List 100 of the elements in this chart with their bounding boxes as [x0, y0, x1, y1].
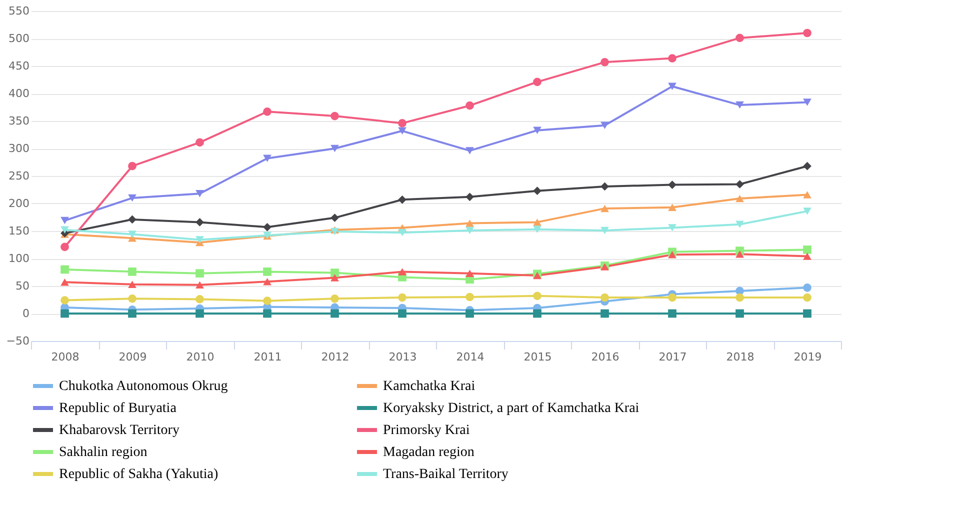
point — [60, 296, 69, 304]
point — [668, 251, 676, 258]
x-tick-label: 2016 — [591, 350, 620, 364]
legend-label: Magadan region — [383, 445, 474, 460]
point — [196, 236, 204, 244]
y-tick-label: 200 — [8, 197, 30, 210]
point — [668, 224, 676, 232]
point — [736, 34, 744, 42]
point — [736, 293, 744, 302]
y-tick-label: 50 — [16, 280, 30, 292]
y-tick-label: 250 — [8, 170, 30, 182]
point — [398, 229, 406, 236]
x-tick-label: 2009 — [118, 350, 147, 364]
point — [128, 230, 136, 238]
point — [466, 101, 474, 110]
point — [668, 180, 676, 189]
point — [398, 119, 406, 128]
point — [196, 295, 204, 304]
x-tick-label: 2010 — [186, 350, 214, 364]
point — [60, 309, 69, 318]
point — [263, 296, 272, 306]
x-tick-label: 2011 — [254, 350, 282, 364]
point — [196, 281, 204, 289]
point — [600, 122, 609, 130]
y-tick-label: −50 — [6, 334, 30, 348]
y-tick-label: 500 — [8, 32, 30, 45]
point — [533, 292, 542, 300]
point — [668, 82, 676, 90]
x-tick-label: 2008 — [51, 350, 80, 364]
point — [128, 280, 136, 288]
point — [398, 268, 406, 276]
point — [128, 268, 136, 276]
point — [466, 292, 474, 302]
legend-label: Chukotka Autonomous Okrug — [59, 379, 228, 394]
point — [60, 242, 69, 252]
point — [196, 309, 204, 318]
point — [736, 180, 744, 188]
point — [533, 309, 542, 318]
point — [466, 147, 474, 154]
point — [736, 250, 744, 258]
point — [600, 182, 609, 191]
legend-label: Republic of Buryatia — [59, 401, 178, 416]
point — [600, 226, 609, 234]
x-tick-label: 2015 — [524, 350, 552, 364]
point — [60, 278, 69, 286]
point — [803, 191, 812, 198]
point — [466, 220, 474, 227]
point — [60, 265, 69, 274]
legend-label: Primorsky Krai — [383, 423, 470, 438]
x-tick-label: 2019 — [794, 350, 822, 364]
x-tick-label: 2017 — [658, 350, 687, 364]
legend-label: Kamchatka Krai — [383, 379, 476, 394]
point — [668, 204, 676, 211]
point — [533, 78, 542, 86]
y-tick-label: 350 — [8, 114, 30, 128]
point — [533, 126, 542, 134]
point — [60, 226, 69, 234]
point — [600, 58, 609, 66]
point — [196, 218, 204, 226]
point — [330, 294, 339, 303]
point — [803, 98, 812, 106]
point — [600, 293, 609, 302]
x-tick-label: 2014 — [456, 350, 484, 364]
point — [803, 252, 812, 260]
point — [263, 309, 272, 318]
legend-label: Trans-Baikal Territory — [383, 467, 508, 482]
point — [263, 222, 272, 232]
point — [263, 154, 272, 162]
y-tick-label: 550 — [8, 4, 30, 18]
y-tick-label: 400 — [8, 87, 30, 100]
point — [128, 194, 136, 202]
point — [803, 28, 812, 38]
x-tick-label: 2018 — [726, 350, 754, 364]
point — [196, 269, 204, 278]
point — [803, 309, 812, 318]
point — [263, 278, 272, 286]
point — [736, 220, 744, 228]
point — [668, 54, 676, 62]
point — [60, 216, 69, 224]
point — [398, 127, 406, 135]
legend-label: Republic of Sakha (Yakutia) — [59, 467, 218, 482]
point — [466, 226, 474, 234]
y-tick-label: 300 — [8, 142, 30, 155]
point — [466, 192, 474, 202]
point — [466, 270, 474, 277]
legend-label: Khabarovsk Territory — [59, 423, 180, 438]
legend-label: Sakhalin region — [59, 445, 148, 460]
point — [398, 293, 406, 302]
y-tick-label: 150 — [8, 224, 30, 238]
point — [330, 112, 339, 120]
point — [263, 268, 272, 276]
point — [330, 144, 339, 152]
point — [533, 186, 542, 196]
y-tick-label: 100 — [8, 252, 30, 265]
legend-label: Koryaksky District, a part of Kamchatka Krai — [383, 401, 640, 416]
x-tick-label: 2012 — [321, 350, 350, 364]
point — [736, 309, 744, 318]
point — [736, 101, 744, 109]
point — [533, 226, 542, 233]
point — [398, 195, 406, 204]
